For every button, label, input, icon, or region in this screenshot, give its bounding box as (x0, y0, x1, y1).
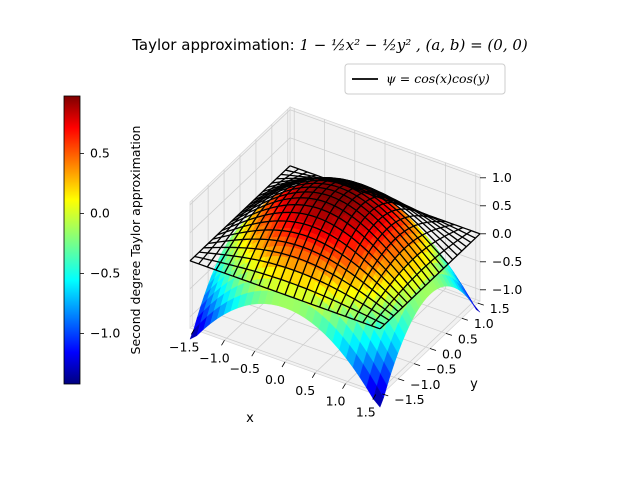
colorbar-label: Second degree Taylor approximation (128, 126, 143, 355)
z-tick-label: −1.0 (492, 282, 522, 297)
chart-title-prefix: Taylor approximation: (131, 36, 299, 54)
x-tick-label: −1.5 (169, 340, 199, 355)
x-tick-mark (342, 383, 346, 389)
y-tick-mark (477, 302, 484, 306)
wireframe-line (370, 230, 472, 327)
z-tick-label: 1.0 (492, 170, 512, 185)
x-tick-label: 1.5 (356, 404, 376, 419)
y-tick-label: 0.0 (442, 347, 462, 362)
grid-line (289, 109, 481, 179)
x-tick-label: 1.0 (326, 394, 346, 409)
x-tick-mark (372, 394, 377, 400)
x-tick-mark (190, 329, 195, 335)
x-tick-mark (221, 340, 225, 346)
wireframe-line (362, 227, 463, 323)
x-tick-label: 0.0 (265, 372, 285, 387)
x-tick-label: 0.5 (295, 383, 315, 398)
x-tick-mark (311, 372, 316, 379)
legend-box (344, 63, 506, 95)
grid-line (289, 137, 481, 207)
grid-line (375, 299, 477, 395)
z-tick-label: 0.5 (492, 198, 512, 213)
legend-label: ψ = cos(x)cos(y) (386, 71, 490, 86)
cos-wireframe (189, 165, 481, 330)
y-tick-mark (413, 363, 421, 367)
wireframe-line (289, 165, 481, 235)
wireframe-line (379, 233, 481, 330)
chart-title-formula: 1 − ½x² − ½y² , (a, b) = (0, 0) (299, 36, 527, 54)
x-tick-label: −1.0 (199, 350, 229, 365)
grid-line (189, 109, 291, 206)
wireframe-line (353, 223, 455, 320)
wireframe-line (336, 215, 437, 314)
x-axis-label: x (246, 411, 254, 426)
surface-patch (372, 385, 384, 408)
wireframe-line (280, 173, 472, 243)
legend: ψ = cos(x)cos(y) (344, 63, 506, 95)
y-tick-label: 0.5 (458, 331, 478, 346)
colorbar (63, 95, 81, 385)
y-tick-label: 1.5 (490, 301, 510, 316)
colorbar-tick-label: −0.5 (90, 266, 120, 281)
grid-line (189, 137, 291, 234)
y-tick-mark (382, 393, 389, 397)
colorbar-tick-label: −1.0 (90, 326, 120, 341)
chart-title: Taylor approximation: 1 − ½x² − ½y² , (a… (131, 36, 528, 54)
wireframe-line (276, 177, 467, 248)
y-tick-label: −0.5 (426, 362, 456, 377)
y-axis-ticks: −1.5−1.0−0.50.00.51.01.5 (382, 301, 510, 407)
y-tick-mark (429, 348, 437, 351)
x-tick-mark (251, 350, 256, 357)
y-tick-mark (461, 317, 468, 321)
wireframe-line (344, 220, 446, 317)
y-tick-label: −1.0 (410, 377, 440, 392)
y-tick-label: −1.5 (394, 392, 424, 407)
x-axis-ticks: −1.5−1.0−0.5 0.0 0.5 1.0 1.5 (169, 329, 377, 419)
colorbar-ticks: 0.5 0.0 −0.5 −1.0 (80, 146, 120, 341)
z-tick-label: 0.0 (492, 226, 512, 241)
z-tick-label: −0.5 (492, 254, 522, 269)
wireframe-line (244, 182, 436, 278)
wireframe-line (285, 169, 476, 239)
y-tick-mark (445, 332, 453, 336)
y-tick-mark (398, 378, 405, 382)
y-tick-label: 1.0 (474, 316, 494, 331)
colorbar-tick-label: 0.0 (90, 206, 110, 221)
colorbar-tick-label: 0.5 (90, 146, 110, 161)
x-tick-mark (281, 361, 286, 368)
y-axis-label: y (470, 377, 478, 392)
x-tick-label: −0.5 (230, 361, 260, 376)
wireframe-line (271, 177, 463, 252)
z-axis-ticks: 1.0 0.5 0.0 −0.5 −1.0 (480, 170, 522, 297)
